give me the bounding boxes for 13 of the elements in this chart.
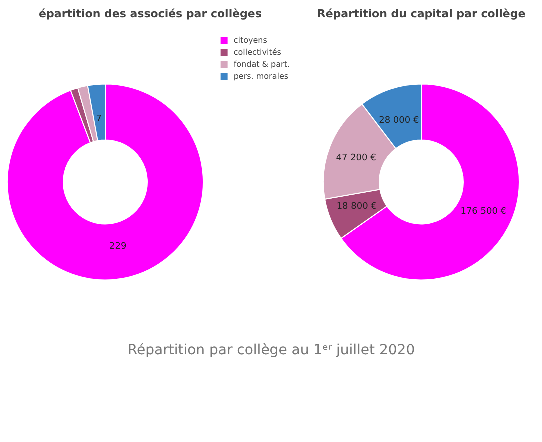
legend-label: citoyens [234, 36, 268, 44]
legend-label: collectivités [234, 48, 282, 56]
data-label: 229 [110, 242, 127, 252]
legend-label: fondat & part. [234, 60, 290, 68]
chart-title: épartition des associés par collèges [39, 8, 262, 20]
data-label: 28 000 € [379, 116, 420, 126]
chart-title: Répartition du capital par collège [317, 8, 526, 20]
data-label: 47 200 € [336, 154, 377, 164]
legend-label: pers. morales [234, 72, 289, 80]
data-label: 7 [96, 114, 102, 124]
text: Répartition par collège au 1ᵉʳ juillet 2020 [128, 342, 416, 358]
data-label: 18 800 € [336, 202, 378, 212]
data-label: 176 500 € [460, 206, 507, 217]
